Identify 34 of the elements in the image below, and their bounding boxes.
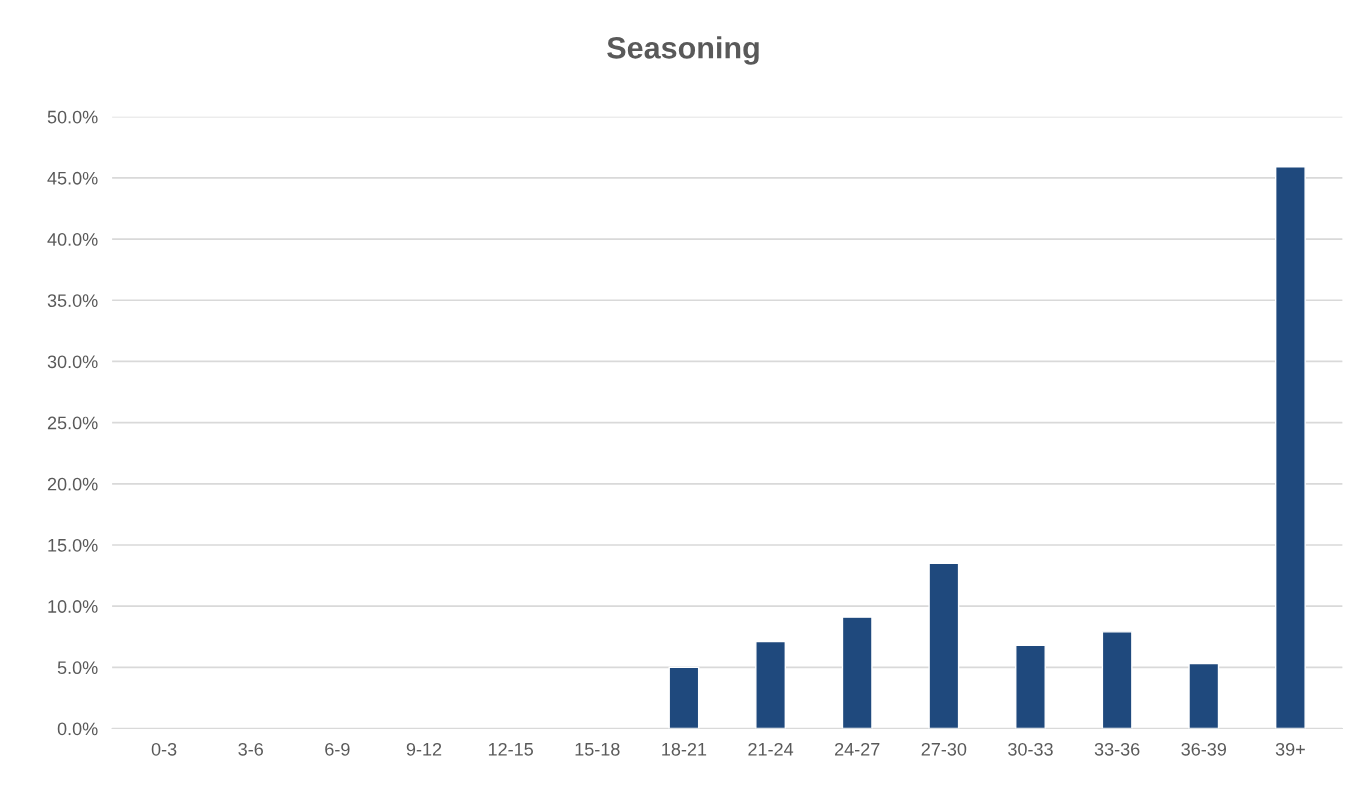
x-tick-label: 24-27: [835, 742, 880, 756]
y-tick-label: 5.0%: [57, 661, 98, 675]
bar: [755, 640, 786, 729]
y-tick-label: 20.0%: [47, 477, 98, 491]
x-tick-label: 33-36: [1094, 742, 1140, 756]
y-tick-label: 15.0%: [48, 538, 98, 552]
y-tick-label: 35.0%: [47, 294, 98, 307]
x-tick-label: 12-15: [488, 742, 533, 756]
chart-title: Seasoning: [607, 36, 759, 65]
y-tick-label: 30.0%: [47, 355, 98, 369]
y-tick-label: 10.0%: [48, 600, 98, 613]
x-tick-label: 30-33: [1008, 742, 1053, 756]
x-tick-label: 36-39: [1181, 742, 1226, 756]
bar: [928, 562, 960, 729]
bar: [668, 666, 700, 729]
x-tick-label: 0-3: [151, 742, 177, 756]
bar: [841, 616, 873, 729]
x-tick-label: 39+: [1275, 742, 1305, 756]
bar: [1274, 166, 1306, 729]
x-tick-label: 3-6: [238, 742, 263, 756]
y-tick-label: 25.0%: [47, 416, 98, 430]
x-tick-label: 27-30: [921, 742, 967, 756]
y-tick-label: 50.0%: [47, 110, 98, 124]
y-tick-label: 0.0%: [57, 722, 98, 736]
y-tick-label: 40.0%: [47, 233, 98, 246]
bar: [1101, 631, 1133, 729]
bar: [1188, 662, 1220, 729]
y-tick-label: 45.0%: [47, 171, 98, 185]
x-tick-label: 6-9: [325, 742, 350, 756]
x-tick-label: 21-24: [748, 742, 794, 756]
x-tick-label: 9-12: [406, 742, 442, 756]
x-tick-label: 15-18: [575, 742, 620, 756]
x-tick-label: 18-21: [662, 742, 707, 756]
bar: [1015, 644, 1046, 729]
